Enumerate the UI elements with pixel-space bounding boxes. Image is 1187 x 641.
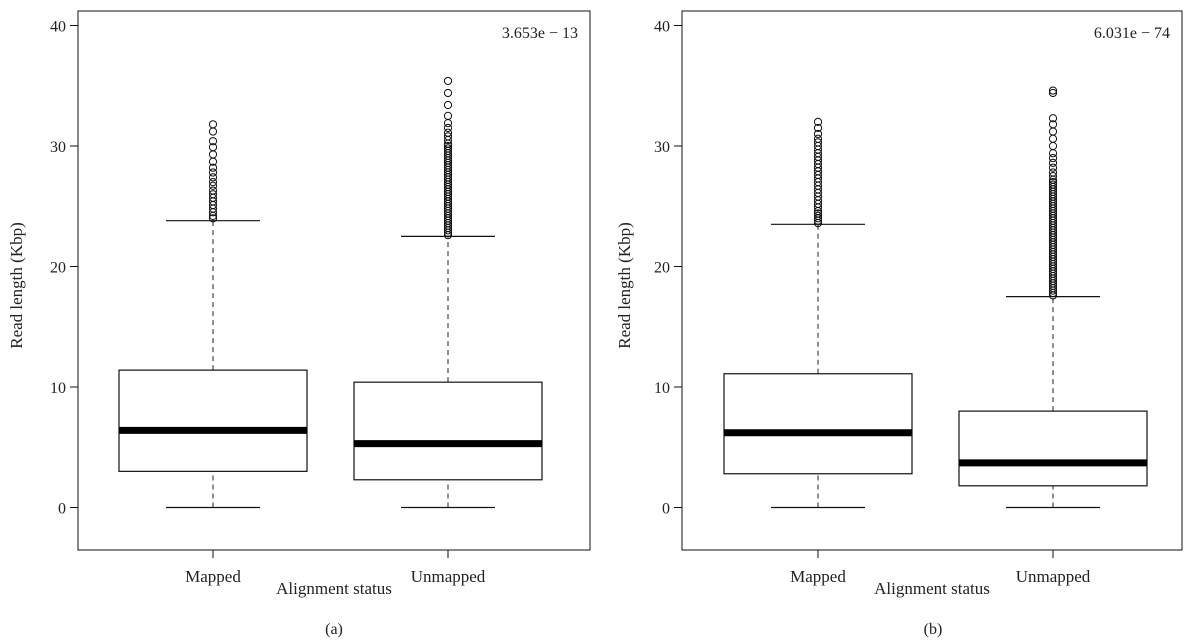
outlier-point [1048, 178, 1058, 187]
outlier-point [208, 163, 218, 172]
y-tick-label: 0 [58, 501, 66, 518]
outlier-point [443, 119, 453, 128]
x-tick-label: Unmapped [411, 567, 486, 586]
outlier-point [1048, 158, 1058, 167]
outlier-point [813, 123, 823, 133]
plot-frame [681, 10, 1183, 551]
y-tick-label: 0 [662, 501, 670, 518]
outlier-point [208, 214, 218, 223]
y-tick-label: 10 [654, 380, 670, 397]
y-tick-label: 20 [50, 260, 66, 277]
outlier-point [208, 186, 218, 195]
outlier-point [1048, 127, 1058, 136]
x-axis-title: Alignment status [276, 579, 392, 598]
outlier-point [443, 128, 453, 137]
panel-label: (b) [924, 621, 943, 638]
outlier-point [208, 190, 218, 199]
interquartile-box [118, 369, 308, 472]
y-tick-label: 20 [654, 260, 670, 277]
outlier-point [208, 178, 218, 187]
p-value-annotation: 6.031e − 74 [1094, 25, 1170, 42]
x-tick-label: Mapped [790, 567, 846, 586]
y-tick-label: 40 [50, 19, 66, 36]
interquartile-box [723, 373, 913, 475]
outlier-point [1048, 168, 1058, 177]
outlier-point [1048, 141, 1058, 151]
outlier-point [208, 143, 218, 152]
outlier-point [813, 117, 823, 127]
interquartile-box [958, 410, 1148, 487]
outlier-point [208, 137, 218, 146]
outlier-point [1048, 149, 1058, 158]
y-axis-title: Read length (Kbp) [7, 222, 26, 349]
outlier-point [208, 120, 218, 129]
outlier-point [443, 123, 453, 133]
plot-frame [77, 10, 591, 551]
outlier-point [813, 209, 823, 218]
p-value-annotation: 3.653e − 13 [502, 25, 578, 42]
box-unmapped [958, 86, 1148, 509]
outlier-point [208, 168, 218, 177]
outlier-point [208, 181, 218, 190]
outlier-point [1048, 172, 1058, 181]
x-tick-label: Mapped [185, 567, 241, 586]
outlier-point [443, 111, 453, 120]
outlier-point [813, 134, 823, 143]
outlier-point [208, 127, 218, 136]
outlier-point [1048, 120, 1058, 129]
outlier-point [1048, 114, 1058, 123]
interquartile-box [353, 381, 543, 481]
x-tick-label: Unmapped [1016, 567, 1091, 586]
outlier-point [1048, 134, 1058, 143]
outlier-point [1048, 153, 1058, 163]
outlier-point [813, 211, 823, 220]
y-tick-label: 30 [50, 139, 66, 156]
outlier-point [813, 138, 823, 147]
y-axis-title: Read length (Kbp) [615, 222, 634, 349]
outlier-point [443, 144, 453, 153]
outlier-point [1048, 86, 1058, 95]
box-mapped [723, 117, 913, 509]
outlier-point [443, 132, 453, 141]
y-tick-label: 10 [50, 380, 66, 397]
outlier-point [443, 141, 453, 151]
outlier-point [1048, 88, 1058, 98]
outlier-point [813, 129, 823, 139]
outlier-point [443, 88, 453, 98]
outlier-point [443, 100, 453, 110]
y-tick-label: 40 [654, 19, 670, 36]
outlier-point [1048, 180, 1058, 189]
box-unmapped [353, 76, 543, 509]
box-mapped [118, 120, 308, 509]
x-axis-title: Alignment status [874, 579, 990, 598]
outlier-point [1048, 163, 1058, 172]
outlier-point [208, 150, 218, 159]
panel-label: (a) [325, 621, 343, 638]
outlier-point [208, 173, 218, 182]
y-tick-label: 30 [654, 139, 670, 156]
outlier-point [443, 76, 453, 86]
